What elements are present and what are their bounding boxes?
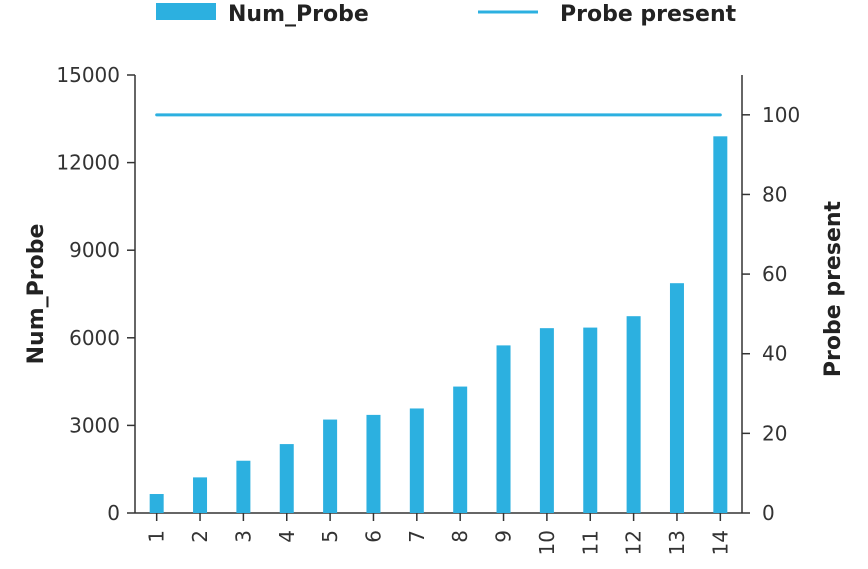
- x-tick-label: 8: [448, 530, 472, 543]
- x-tick-label: 2: [188, 530, 212, 543]
- left-tick-label: 15000: [56, 63, 120, 87]
- x-tick-label: 10: [535, 530, 559, 555]
- bar: [497, 345, 511, 513]
- x-tick-label: 5: [318, 530, 342, 543]
- axes: [127, 75, 750, 521]
- right-tick-label: 100: [762, 103, 800, 127]
- right-axis-title: Probe present: [821, 200, 846, 377]
- left-tick-label: 3000: [69, 413, 120, 437]
- legend-line-label: Probe present: [560, 2, 737, 27]
- bar: [453, 387, 467, 513]
- x-tick-label: 13: [665, 530, 689, 555]
- right-tick-label: 0: [762, 501, 775, 525]
- left-tick-label: 9000: [69, 238, 120, 262]
- bar: [236, 461, 250, 513]
- right-tick-label: 20: [762, 421, 787, 445]
- x-tick-label: 11: [578, 530, 602, 555]
- bar: [540, 328, 554, 513]
- x-tick-label: 9: [492, 530, 516, 543]
- x-tick-label: 12: [622, 530, 646, 555]
- right-tick-label: 80: [762, 182, 787, 206]
- x-tick-label: 1: [145, 530, 169, 543]
- bar: [627, 316, 641, 513]
- legend-bar-swatch: [156, 3, 216, 20]
- legend-bar-label: Num_Probe: [228, 2, 369, 27]
- x-tick-label: 7: [405, 530, 429, 543]
- bar-series: [150, 136, 728, 513]
- bar: [583, 328, 597, 513]
- bar: [280, 444, 294, 513]
- left-tick-label: 6000: [69, 326, 120, 350]
- left-tick-label: 0: [107, 501, 120, 525]
- x-tick-label: 4: [275, 530, 299, 543]
- x-tick-label: 14: [708, 530, 732, 555]
- right-tick-label: 40: [762, 342, 787, 366]
- bar: [366, 415, 380, 513]
- x-tick-label: 6: [361, 530, 385, 543]
- x-tick-label: 3: [231, 530, 255, 543]
- bar: [410, 408, 424, 513]
- legend: Num_Probe Probe present: [156, 2, 737, 27]
- left-tick-label: 12000: [56, 151, 120, 175]
- bar: [323, 420, 337, 513]
- left-axis-title: Num_Probe: [24, 224, 49, 365]
- right-tick-label: 60: [762, 262, 787, 286]
- bar: [670, 283, 684, 513]
- bar: [713, 136, 727, 513]
- bar: [193, 477, 207, 513]
- bar: [150, 494, 164, 513]
